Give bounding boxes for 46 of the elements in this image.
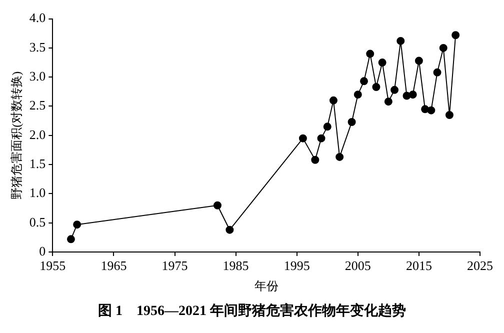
point	[372, 83, 380, 92]
x-axis-title: 年份	[254, 278, 278, 293]
point	[445, 110, 454, 119]
y-tick-label: 0.5	[29, 214, 46, 230]
point	[439, 44, 448, 52]
point	[360, 77, 368, 86]
point	[226, 226, 234, 234]
y-tick-label: 0	[39, 243, 46, 258]
point	[414, 56, 423, 65]
y-tick-label: 4.0	[29, 10, 46, 26]
point	[396, 36, 405, 45]
x-tick-label: 1955	[40, 258, 66, 274]
point	[354, 90, 362, 99]
y-tick-label: 2.0	[29, 126, 46, 142]
point	[311, 156, 320, 164]
point	[298, 134, 307, 142]
x-tick-label: 2015	[406, 258, 432, 274]
x-tick-label: 1985	[222, 258, 249, 274]
y-tick-label: 1.5	[29, 156, 46, 171]
y-tick-label: 1.0	[29, 185, 46, 200]
y-tick-label: 2.5	[29, 98, 46, 113]
point	[452, 31, 460, 40]
point	[384, 98, 392, 106]
point	[73, 220, 82, 229]
point	[336, 152, 344, 161]
point	[348, 118, 356, 126]
point	[213, 201, 222, 210]
point	[390, 86, 399, 94]
point	[427, 106, 436, 114]
x-tick-label: 1995	[284, 258, 310, 274]
text: 图 1 1956—2021 年间野猪危害农作物年变化趋势	[97, 302, 407, 320]
point	[408, 90, 417, 99]
x-tick-label: 1975	[162, 258, 188, 274]
y-axis-title: 野猪危害面积(对数转换)	[9, 71, 24, 200]
point	[366, 50, 374, 58]
point	[433, 68, 442, 76]
point	[66, 235, 75, 244]
x-tick-label: 1965	[100, 258, 127, 274]
point	[329, 96, 338, 104]
x-tick-label: 2025	[467, 258, 493, 274]
y-tick-label: 3.5	[29, 39, 46, 54]
x-tick-label: 2005	[344, 258, 371, 274]
point	[378, 58, 386, 67]
point	[317, 134, 326, 142]
y-tick-label: 3.0	[29, 68, 46, 84]
point	[323, 122, 332, 131]
